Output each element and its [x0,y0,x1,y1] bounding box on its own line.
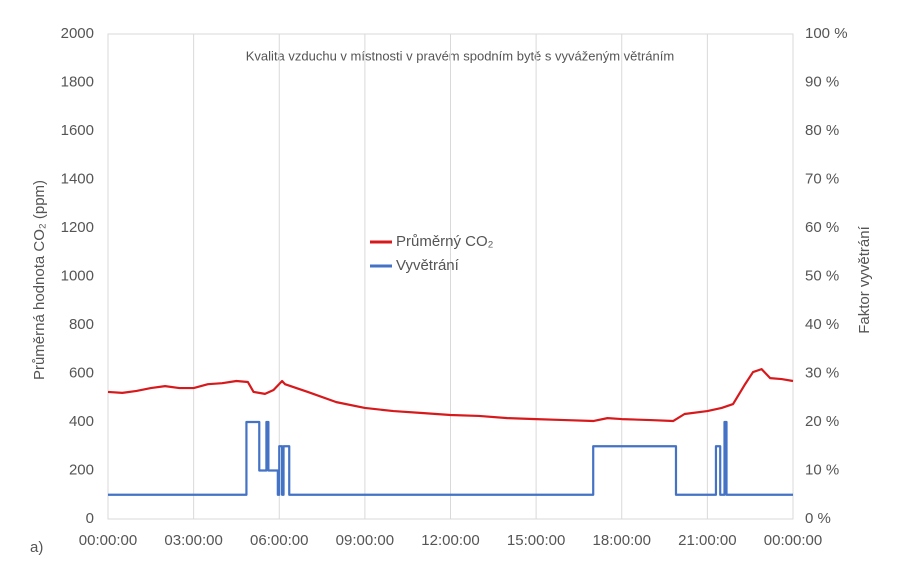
x-tick-label: 03:00:00 [164,532,222,549]
y2-tick-label: 40 % [805,316,839,333]
y2-tick-label: 70 % [805,170,839,187]
y-tick-label: 0 [86,510,94,527]
y2-tick-label: 20 % [805,413,839,430]
y-tick-label: 1000 [61,267,94,284]
y-tick-label: 800 [69,316,94,333]
y2-tick-label: 50 % [805,267,839,284]
y2-tick-label: 0 % [805,510,831,527]
series-line [107,368,794,423]
y-tick-label: 1600 [61,122,94,139]
chart-title: Kvalita vzduchu v místnosti v pravém spo… [246,48,674,63]
x-tick-label: 15:00:00 [507,532,565,549]
y-tick-label: 1800 [61,73,94,90]
y-tick-label: 600 [69,364,94,381]
y2-tick-label: 60 % [805,219,839,236]
y-tick-label: 400 [69,413,94,430]
panel-label: a) [30,539,43,556]
plot-frame [107,33,794,520]
y-tick-label: 1400 [61,170,94,187]
y2-tick-label: 80 % [805,122,839,139]
series-line [108,420,793,496]
y2-tick-label: 30 % [805,364,839,381]
legend-label: Vyvětrání [396,257,460,274]
x-tick-label: 06:00:00 [250,532,308,549]
legend-label: Průměrný CO₂ [396,233,494,250]
y-tick-label: 2000 [61,25,94,42]
y-tick-label: 200 [69,461,94,478]
y2-tick-label: 100 % [805,25,848,42]
x-tick-label: 00:00:00 [764,532,822,549]
x-tick-label: 18:00:00 [593,532,651,549]
y-axis-label: Průměrná hodnota CO₂ (ppm) [31,180,48,380]
x-tick-label: 12:00:00 [421,532,479,549]
y-tick-label: 1200 [61,219,94,236]
x-tick-label: 00:00:00 [79,532,137,549]
x-tick-label: 09:00:00 [336,532,394,549]
y2-axis-label: Faktor vyvětrání [856,225,873,333]
y2-tick-label: 10 % [805,461,839,478]
y2-tick-label: 90 % [805,73,839,90]
x-tick-label: 21:00:00 [678,532,736,549]
